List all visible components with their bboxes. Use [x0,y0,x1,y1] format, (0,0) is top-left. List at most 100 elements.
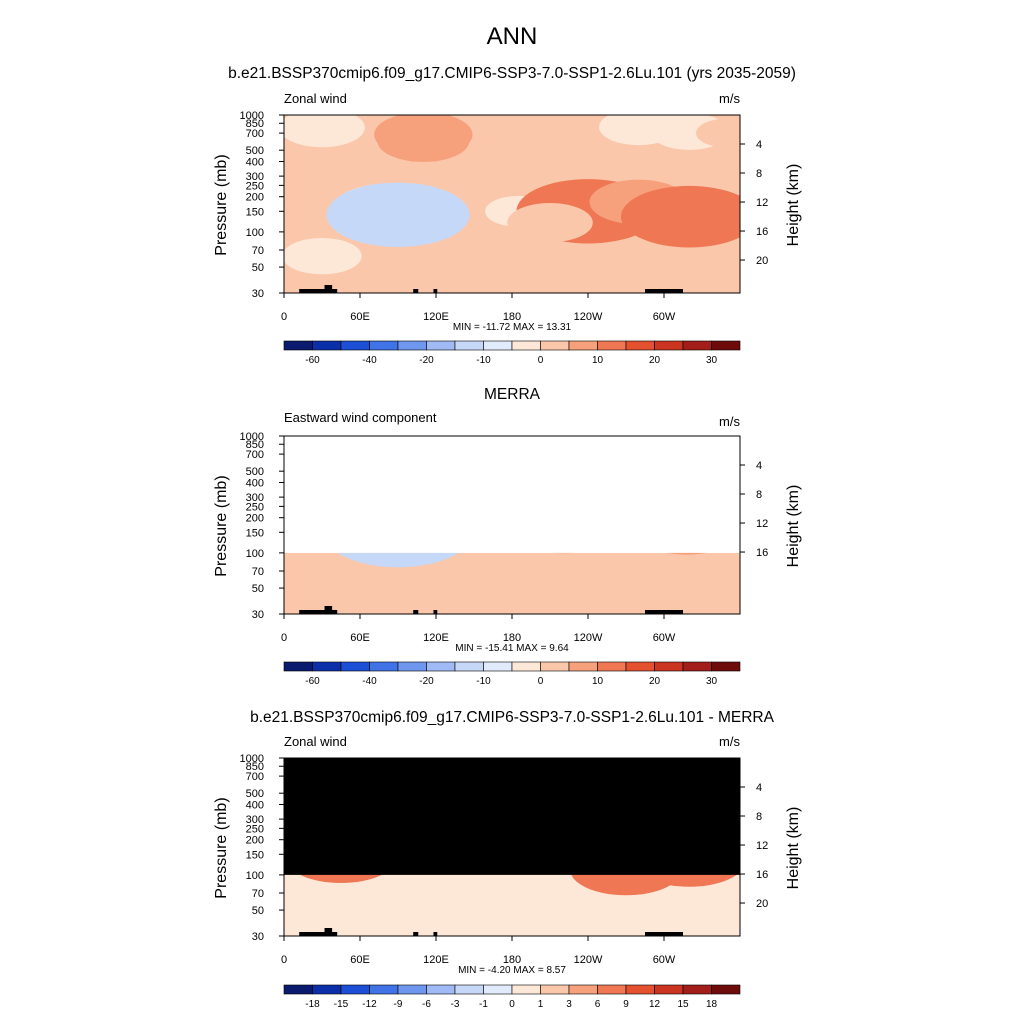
p2-colorbar-swatch [511,661,541,672]
p3-x-tick-label: 180 [503,954,521,966]
p1-contour-region [326,182,470,248]
p2-topography-mask [324,606,333,614]
p1-y-tick-label: 200 [246,192,264,204]
p1-y-tick-label: 500 [246,145,264,157]
p1-colorbar-swatch [568,340,598,351]
p3-y-tick-label: 30 [252,931,264,943]
panel-3-variable-label: Zonal wind [284,734,347,749]
p3-y-tick-label: 200 [246,835,264,847]
p3-colorbar-swatch [711,984,741,995]
p1-y-tick-label: 100 [246,227,264,239]
p3-y2-tick-label: 20 [756,898,768,910]
p2-colorbar-label: -60 [305,676,320,687]
p1-y-tick-label: 50 [252,262,264,274]
p3-colorbar-label: 15 [677,999,689,1010]
p3-colorbar-label: 18 [706,999,718,1010]
panel-3-colorbar: -18 -15 -12 -9 -6 -3 -1 0 1 3 6 9 12 15 18 [283,984,741,1010]
p2-colorbar-swatch [340,661,370,672]
p2-y-tick-label: 500 [246,466,264,478]
p1-y2-tick-label: 16 [756,226,768,238]
p1-topography-mask [299,289,338,293]
p3-colorbar-label: 3 [566,999,572,1010]
p3-topography-mask [324,928,333,936]
p3-colorbar-swatch [283,984,313,995]
p2-y-tick-label: 100 [246,548,264,560]
panel-2-y-axis-title: Pressure (mb) [213,475,230,576]
p3-colorbar-swatch [540,984,570,995]
p2-y-tick-label: 200 [246,513,264,525]
p1-topography-mask [433,289,438,293]
p2-colorbar-label: 20 [649,676,661,687]
p1-colorbar-label: -10 [476,355,491,366]
p1-contour-region [620,185,740,248]
p3-colorbar-label: -3 [451,999,460,1010]
p1-topography-mask [645,289,683,293]
p3-x-tick-label: 0 [281,954,287,966]
p2-colorbar-label: 30 [706,676,718,687]
p3-colorbar-label: -18 [305,999,320,1010]
panel-3-units: m/s [719,734,740,749]
p3-y-tick-label: 300 [246,814,264,826]
p3-colorbar-label: 9 [623,999,629,1010]
p2-topography-mask [433,610,438,614]
p2-colorbar-swatch [597,661,627,672]
p2-colorbar-swatch [397,661,427,672]
p1-contour-region [284,237,362,275]
p1-y-tick-label: 700 [246,128,264,140]
p3-colorbar-label: -9 [394,999,403,1010]
panel-1-units: m/s [719,91,740,106]
p1-y-tick-label: 850 [246,118,264,130]
p3-y-tick-label: 100 [246,870,264,882]
p3-y2-tick-label: 16 [756,869,768,881]
p2-colorbar-swatch [568,661,598,672]
p2-x-tick-label: 60W [653,632,676,644]
p2-colorbar-label: 0 [538,676,544,687]
p3-topography-mask [299,932,338,936]
p3-colorbar-label: 1 [538,999,544,1010]
p2-colorbar-label: -40 [362,676,377,687]
p1-colorbar-swatch [397,340,427,351]
p1-x-tick-label: 180 [503,311,521,323]
p3-colorbar-swatch [454,984,484,995]
p2-background-field [284,552,740,614]
p3-x-tick-label: 120E [423,954,449,966]
p3-x-tick-label: 60E [350,954,370,966]
p1-y2-tick-label: 12 [756,197,768,209]
p1-y-tick-label: 30 [252,288,264,300]
p2-x-tick-label: 120E [423,632,449,644]
p1-colorbar-label: 20 [649,355,661,366]
panel-3-header: b.e21.BSSP370cmip6.f09_g17.CMIP6-SSP3-7.… [250,709,774,726]
panel-3-plot: 3050701001502002503004005007008501000481… [240,753,769,966]
p3-colorbar-label: -12 [362,999,377,1010]
p2-colorbar-label: -10 [476,676,491,687]
panel-2-y2-axis-title: Height (km) [785,485,802,568]
p3-field [284,758,740,936]
p1-y-tick-label: 1000 [240,110,264,122]
p2-colorbar-label: -20 [419,676,434,687]
p2-colorbar-swatch [426,661,456,672]
p1-colorbar-swatch [711,340,741,351]
p1-y2-tick-label: 20 [756,255,768,267]
p3-y-tick-label: 150 [246,849,264,861]
panel-1-min-max: MIN = -11.72 MAX = 13.31 [453,322,572,333]
p2-x-tick-label: 120W [574,632,603,644]
p1-colorbar-swatch [283,340,313,351]
p3-colorbar-label: -1 [479,999,488,1010]
p3-colorbar-label: -6 [422,999,431,1010]
p2-x-tick-label: 180 [503,632,521,644]
p1-contour-region [696,118,740,148]
panel-1-colorbar: -60 -40 -20 -10 0 10 20 30 [283,340,741,366]
p3-colorbar-swatch [654,984,684,995]
p3-x-tick-label: 60W [653,954,676,966]
p1-y-tick-label: 150 [246,206,264,218]
p2-colorbar-swatch [454,661,484,672]
p2-y-tick-label: 400 [246,478,264,490]
panel-1-y2-axis-title: Height (km) [785,164,802,247]
p1-x-tick-label: 60W [653,311,676,323]
p1-colorbar-swatch [340,340,370,351]
panel-2-header: MERRA [484,386,541,403]
p1-y2-tick-label: 4 [756,139,762,151]
panel-1-y-axis-title: Pressure (mb) [213,154,230,255]
